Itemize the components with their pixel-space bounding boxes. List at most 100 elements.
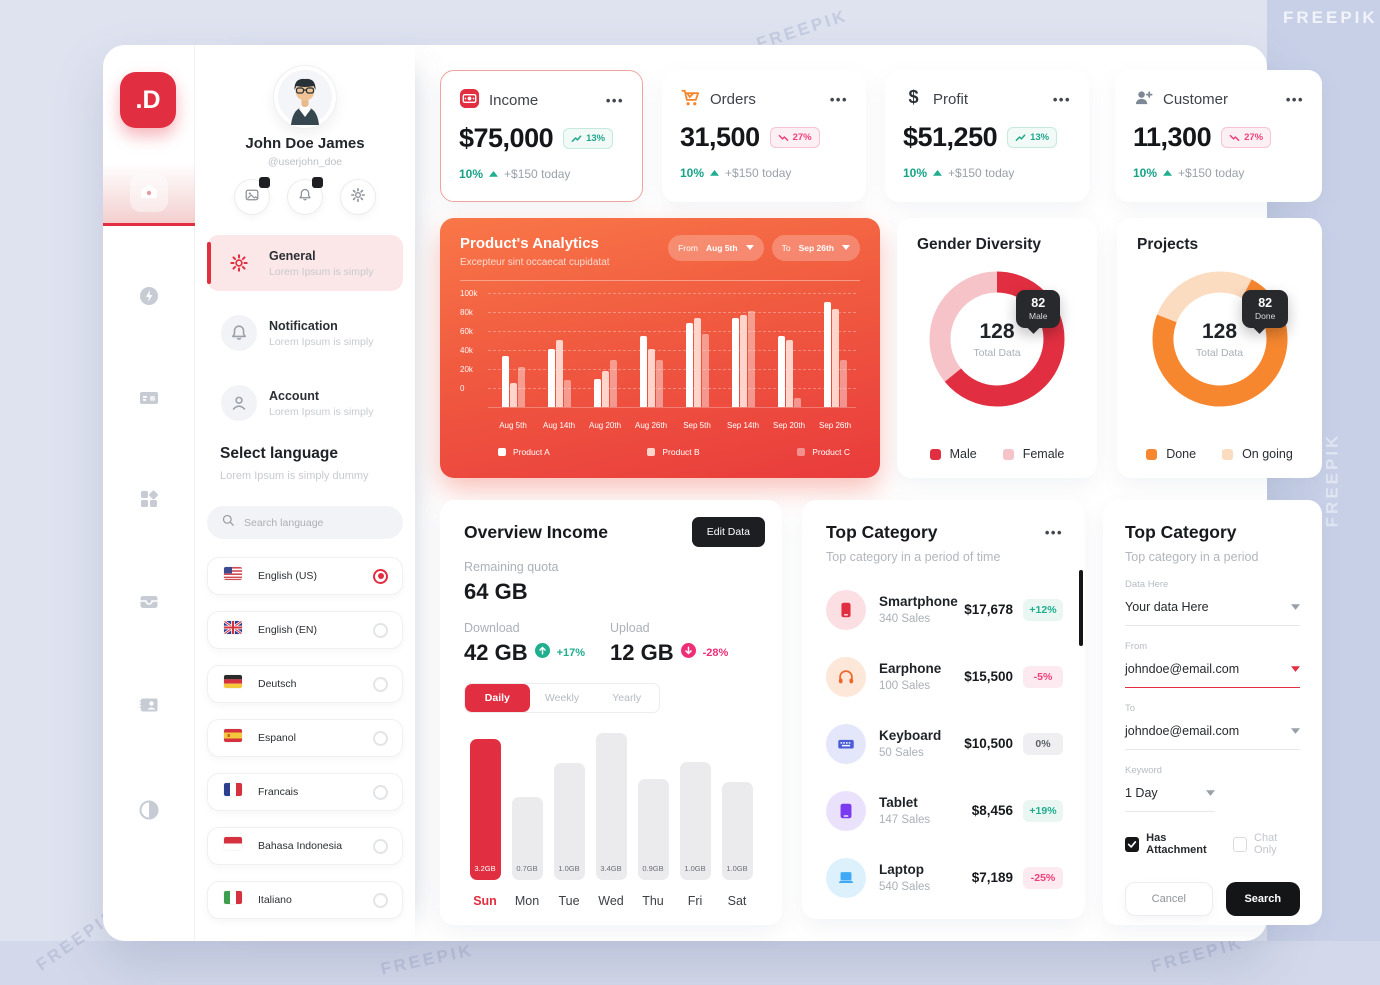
category-row-smartphone[interactable]: Smartphone 340 Sales $17,678 +12% xyxy=(826,576,1063,643)
language-search[interactable] xyxy=(207,506,403,539)
radio-button[interactable] xyxy=(373,892,388,908)
triangle-up-icon xyxy=(710,166,720,180)
search-icon xyxy=(221,513,235,532)
more-options-icon[interactable]: ••• xyxy=(605,93,624,108)
bar-product-b xyxy=(693,318,701,407)
trend-badge: 27% xyxy=(1221,127,1272,148)
checkbox-chat-only[interactable]: Chat Only xyxy=(1232,832,1300,856)
legend-swatch xyxy=(929,448,941,460)
bar-product-a xyxy=(685,322,693,407)
projects-tooltip: 82 Done xyxy=(1242,290,1289,328)
analytics-title: Product's Analytics xyxy=(460,235,599,252)
usage-bar-sat: 1.0GB xyxy=(721,782,753,880)
gallery-button[interactable] xyxy=(234,177,270,215)
sidebar-item-grid[interactable] xyxy=(103,479,195,523)
flag-de-icon xyxy=(224,675,242,693)
flash-icon xyxy=(138,285,160,312)
gear-button[interactable] xyxy=(340,179,376,215)
contact-card-icon xyxy=(138,694,160,721)
language-option-de[interactable]: Deutsch xyxy=(207,665,403,703)
x-axis-label: Sep 14th xyxy=(726,421,760,430)
top-category-form-card: Top Category Top category in a period Da… xyxy=(1103,500,1322,925)
category-row-keyboard[interactable]: Keyboard 50 Sales $10,500 0% xyxy=(826,710,1063,777)
radio-button[interactable] xyxy=(373,784,388,800)
tab-weekly[interactable]: Weekly xyxy=(544,692,580,704)
sidebar-item-contact-card[interactable] xyxy=(103,685,195,729)
donut-total-label: Total Data xyxy=(973,346,1021,359)
overview-income-card: Overview Income Edit Data Remaining quot… xyxy=(440,500,782,925)
field-dropdown[interactable]: 1 Day xyxy=(1125,784,1215,812)
avatar[interactable] xyxy=(273,65,337,129)
bell-button[interactable] xyxy=(287,177,323,215)
radio-button[interactable] xyxy=(373,568,388,584)
more-options-icon[interactable]: ••• xyxy=(829,92,848,107)
category-price: $17,678 xyxy=(964,602,1013,617)
triangle-up-icon xyxy=(1163,166,1173,180)
sidebar-item-inbox[interactable] xyxy=(103,582,195,626)
chevron-down-icon xyxy=(1291,598,1300,616)
more-options-icon[interactable]: ••• xyxy=(1052,92,1071,107)
projects-card: Projects 128 Total Data 82 Done Done On g… xyxy=(1117,218,1322,478)
sidebar-item-contrast[interactable] xyxy=(103,790,195,834)
scrollbar[interactable] xyxy=(1079,570,1083,646)
language-option-it[interactable]: Italiano xyxy=(207,881,403,919)
radio-button[interactable] xyxy=(373,838,388,854)
headphone-icon xyxy=(826,656,866,697)
field-dropdown[interactable]: johndoe@email.com xyxy=(1125,660,1300,688)
legend-swatch xyxy=(1002,448,1014,460)
more-options-icon[interactable]: ••• xyxy=(1285,92,1304,107)
search-button[interactable]: Search xyxy=(1225,882,1300,916)
menu-item-account[interactable]: Account Lorem Ipsum is simply xyxy=(207,375,403,431)
to-date-dropdown[interactable]: To Sep 26th xyxy=(771,235,860,261)
menu-item-general[interactable]: General Lorem Ipsum is simply xyxy=(207,235,403,291)
language-option-id[interactable]: Bahasa Indonesia xyxy=(207,827,403,865)
edit-data-button[interactable]: Edit Data xyxy=(691,517,765,547)
category-price: $7,189 xyxy=(971,870,1013,885)
from-date-dropdown[interactable]: From Aug 5th xyxy=(668,235,764,261)
chevron-down-icon xyxy=(745,243,754,253)
x-axis-label: Sep 26th xyxy=(818,421,852,430)
sidebar-item-home[interactable] xyxy=(103,163,195,226)
usage-bar-wed: 3.4GB xyxy=(595,732,627,880)
legend-swatch xyxy=(647,448,656,456)
field-dropdown[interactable]: johndoe@email.com xyxy=(1125,722,1300,750)
field-dropdown[interactable]: Your data Here xyxy=(1125,598,1300,626)
language-option-es[interactable]: Espanol xyxy=(207,719,403,757)
language-option-us[interactable]: English (US) xyxy=(207,557,403,595)
category-trend-badge: +19% xyxy=(1023,799,1063,822)
tab-yearly[interactable]: Yearly xyxy=(612,692,642,704)
flag-uk-icon xyxy=(223,619,243,639)
language-option-fr[interactable]: Francais xyxy=(207,773,403,811)
bar-product-b xyxy=(509,383,517,407)
gender-tooltip: 82 Male xyxy=(1016,290,1061,328)
trend-badge: 27% xyxy=(769,127,820,148)
quota-value: 64 GB xyxy=(464,579,528,604)
form-field-from: From johndoe@email.com xyxy=(1125,641,1300,688)
y-axis-label: 100k xyxy=(460,289,478,298)
bar-product-a xyxy=(777,336,785,407)
search-input[interactable] xyxy=(244,516,374,529)
gridline xyxy=(488,350,856,351)
app-logo[interactable]: .D xyxy=(120,72,176,128)
more-options-icon[interactable]: ••• xyxy=(1044,525,1063,540)
stat-card-profit: $ Profit ••• $51,250 13% 10% +$150 today xyxy=(885,70,1089,202)
tab-daily[interactable]: Daily xyxy=(465,684,530,712)
gridline xyxy=(488,388,856,389)
radio-button[interactable] xyxy=(373,622,388,638)
y-axis-label: 0 xyxy=(460,384,465,393)
category-row-tablet[interactable]: Tablet 147 Sales $8,456 +19% xyxy=(826,777,1063,844)
language-option-uk[interactable]: English (EN) xyxy=(207,611,403,649)
checkbox-has-attachment[interactable]: Has Attachment xyxy=(1125,832,1225,856)
sidebar-item-id-card[interactable] xyxy=(103,378,195,422)
menu-item-notification[interactable]: Notification Lorem Ipsum is simply xyxy=(207,305,403,361)
category-row-laptop[interactable]: Laptop 540 Sales $7,189 -25% xyxy=(826,844,1063,911)
category-row-earphone[interactable]: Earphone 100 Sales $15,500 -5% xyxy=(826,643,1063,710)
sidebar-item-flash[interactable] xyxy=(103,276,195,320)
form-field-keyword: Keyword 1 Day xyxy=(1125,765,1300,812)
y-axis-label: 20k xyxy=(460,365,473,374)
cancel-button[interactable]: Cancel xyxy=(1125,882,1213,916)
weekly-usage-chart: 3.2GB Sun 0.7GB Mon 1.0GB Tue 3.4GB Wed 0.9GB Thu… xyxy=(464,723,758,908)
radio-button[interactable] xyxy=(373,730,388,746)
radio-button[interactable] xyxy=(373,676,388,692)
stat-value: $51,250 xyxy=(903,122,998,152)
